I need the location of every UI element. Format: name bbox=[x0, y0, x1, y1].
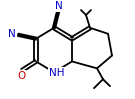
Text: NH: NH bbox=[49, 68, 65, 78]
Text: N: N bbox=[8, 29, 16, 39]
Text: N: N bbox=[55, 1, 63, 11]
Text: O: O bbox=[17, 71, 25, 81]
